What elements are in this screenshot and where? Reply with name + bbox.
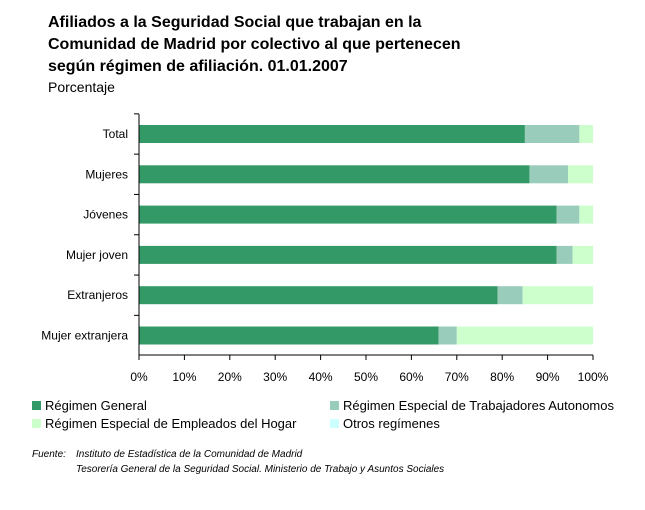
x-tick-label: 80% [490,370,514,384]
bar-segment [556,205,580,224]
bar-segment [139,165,530,184]
x-tick-label: 40% [309,370,333,384]
bar-segment [139,125,525,143]
legend-item-autonomos: Régimen Especial de Trabajadores Autonom… [330,397,614,415]
bar-segment [497,286,523,305]
category-label: Extranjeros [67,288,128,302]
legend-label: Régimen Especial de Empleados del Hogar [45,416,297,431]
x-tick-label: 0% [130,370,148,384]
x-tick-label: 70% [445,370,469,384]
bar-segment [579,205,593,224]
bar-segment [139,245,557,264]
legend-item-regimen-general: Régimen General [32,397,147,415]
bar-segment [572,245,593,264]
x-tick-label: 50% [354,370,378,384]
stacked-bar-chart: Total Mujeres Jóvenes Mujer joven Extranjero… [41,113,609,384]
legend-label: Otros regímenes [343,416,440,431]
legend-label: Régimen Especial de Trabajadores Autonom… [343,398,614,413]
bar-segment [579,125,593,143]
x-tick-label: 20% [218,370,242,384]
bar-segment [456,326,593,345]
x-tick-label: 100% [578,370,609,384]
legend-swatch [32,419,41,428]
bar-segment [139,286,498,305]
legend-label: Régimen General [45,398,147,413]
category-label: Mujeres [85,167,128,181]
category-label: Jóvenes [83,208,128,222]
chart-title-line-3: según régimen de afiliación. 01.01.2007 [48,58,348,75]
source-label: Fuente: [32,449,66,460]
bar-segment [522,286,593,305]
bar-segment [438,326,457,345]
legend-swatch [330,419,339,428]
bar-segment [556,245,573,264]
legend-swatch [330,401,339,410]
bar-segment [139,326,439,345]
chart-title-line-2: Comunidad de Madrid por colectivo al que… [48,36,461,53]
bar-segment [139,205,557,224]
category-label: Mujer joven [66,248,128,262]
chart-title: Afiliados a la Seguridad Social que trab… [48,12,628,78]
legend-item-otros: Otros regímenes [330,415,440,433]
bar-segment [568,165,593,184]
x-tick-label: 30% [263,370,287,384]
bar-segment [529,165,569,184]
bar-segment [524,125,580,143]
category-label: Mujer extranjera [41,329,128,343]
source-line-2: Tesorería General de la Seguridad Social… [76,464,445,475]
source-note: Fuente: Instituto de Estadística de la Co… [32,447,444,477]
x-tick-label: 10% [172,370,196,384]
x-tick-label: 90% [536,370,560,384]
x-tick-label: 60% [399,370,423,384]
source-line-1: Instituto de Estadística de la Comunidad… [76,449,303,460]
chart-subtitle: Porcentaje [48,79,115,95]
legend-item-empleados-hogar: Régimen Especial de Empleados del Hogar [32,415,296,433]
legend-swatch [32,401,41,410]
category-label: Total [103,127,128,141]
chart-title-line-1: Afiliados a la Seguridad Social que trab… [48,14,422,31]
